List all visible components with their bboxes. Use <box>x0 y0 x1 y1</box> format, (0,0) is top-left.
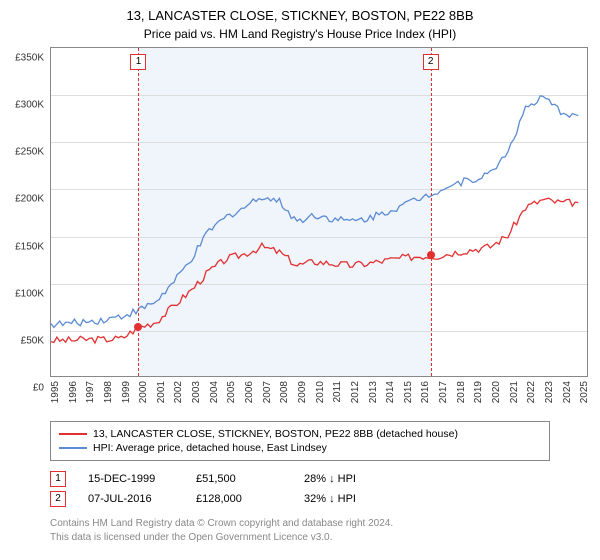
sale-delta: 28% ↓ HPI <box>304 473 390 485</box>
x-tick-label: 2006 <box>244 381 255 403</box>
x-tick-label: 2004 <box>209 381 220 403</box>
legend-row: HPI: Average price, detached house, East… <box>59 441 541 455</box>
sale-row-marker: 2 <box>50 491 66 507</box>
sale-row: 1 15-DEC-1999 £51,500 28% ↓ HPI <box>50 469 550 489</box>
sale-row: 2 07-JUL-2016 £128,000 32% ↓ HPI <box>50 489 550 509</box>
sale-date: 15-DEC-1999 <box>88 473 174 485</box>
x-tick-label: 1998 <box>103 381 114 403</box>
y-tick-label: £200K <box>15 194 44 205</box>
x-tick-label: 2019 <box>473 381 484 403</box>
footer-line2: This data is licensed under the Open Gov… <box>50 531 550 545</box>
x-tick-label: 2007 <box>262 381 273 403</box>
x-tick-label: 2009 <box>297 381 308 403</box>
x-tick-label: 2024 <box>562 381 573 403</box>
y-tick-label: £250K <box>15 147 44 158</box>
x-tick-label: 1997 <box>85 381 96 403</box>
x-tick-label: 2011 <box>332 381 343 403</box>
x-tick-label: 2018 <box>456 381 467 403</box>
chart-subtitle: Price paid vs. HM Land Registry's House … <box>0 23 600 47</box>
y-tick-label: £50K <box>21 335 44 346</box>
x-tick-label: 2001 <box>156 381 167 403</box>
sale-marker-box: 1 <box>130 54 146 70</box>
footer-line1: Contains HM Land Registry data © Crown c… <box>50 517 550 531</box>
y-axis: £0£50K£100K£150K£200K£250K£300K£350K <box>0 58 48 388</box>
x-tick-label: 2022 <box>526 381 537 403</box>
y-tick-label: £150K <box>15 241 44 252</box>
sale-dot <box>427 251 435 259</box>
x-tick-label: 2025 <box>579 381 590 403</box>
sale-dot <box>134 323 142 331</box>
x-tick-label: 2008 <box>279 381 290 403</box>
x-tick-label: 2012 <box>350 381 361 403</box>
sales-table: 1 15-DEC-1999 £51,500 28% ↓ HPI 2 07-JUL-2016… <box>50 469 550 509</box>
x-tick-label: 2010 <box>315 381 326 403</box>
y-tick-label: £350K <box>15 53 44 64</box>
x-tick-label: 1999 <box>121 381 132 403</box>
x-tick-label: 2003 <box>191 381 202 403</box>
x-tick-label: 2021 <box>509 381 520 403</box>
chart-svg <box>51 48 587 376</box>
y-tick-label: £100K <box>15 288 44 299</box>
series-line-hpi <box>51 96 578 328</box>
legend-label: 13, LANCASTER CLOSE, STICKNEY, BOSTON, P… <box>93 428 458 440</box>
legend-swatch <box>59 433 87 435</box>
legend-row: 13, LANCASTER CLOSE, STICKNEY, BOSTON, P… <box>59 427 541 441</box>
sale-delta: 32% ↓ HPI <box>304 493 390 505</box>
x-tick-label: 2023 <box>544 381 555 403</box>
x-tick-label: 1996 <box>68 381 79 403</box>
x-tick-label: 2002 <box>173 381 184 403</box>
x-tick-label: 2020 <box>491 381 502 403</box>
sale-date: 07-JUL-2016 <box>88 493 174 505</box>
chart-plot-area: 12 <box>50 47 588 377</box>
x-axis: 1995 1996 1997 1998 1999 2000 2001 2002 2003 2004… <box>50 377 588 415</box>
sale-price: £51,500 <box>196 473 282 485</box>
y-tick-label: £300K <box>15 100 44 111</box>
x-tick-label: 2005 <box>226 381 237 403</box>
sale-price: £128,000 <box>196 493 282 505</box>
footer: Contains HM Land Registry data © Crown c… <box>50 517 550 544</box>
x-tick-label: 1995 <box>50 381 61 403</box>
series-line-price_paid <box>51 198 578 343</box>
legend-label: HPI: Average price, detached house, East… <box>93 442 327 454</box>
x-tick-label: 2017 <box>438 381 449 403</box>
x-tick-label: 2000 <box>138 381 149 403</box>
sale-row-marker: 1 <box>50 471 66 487</box>
x-tick-label: 2013 <box>368 381 379 403</box>
y-tick-label: £0 <box>33 383 44 394</box>
sale-vline <box>431 48 432 376</box>
x-tick-label: 2016 <box>420 381 431 403</box>
chart-title: 13, LANCASTER CLOSE, STICKNEY, BOSTON, P… <box>0 0 600 23</box>
legend-swatch <box>59 447 87 449</box>
x-tick-label: 2014 <box>385 381 396 403</box>
legend: 13, LANCASTER CLOSE, STICKNEY, BOSTON, P… <box>50 421 550 461</box>
x-tick-label: 2015 <box>403 381 414 403</box>
sale-marker-box: 2 <box>423 54 439 70</box>
